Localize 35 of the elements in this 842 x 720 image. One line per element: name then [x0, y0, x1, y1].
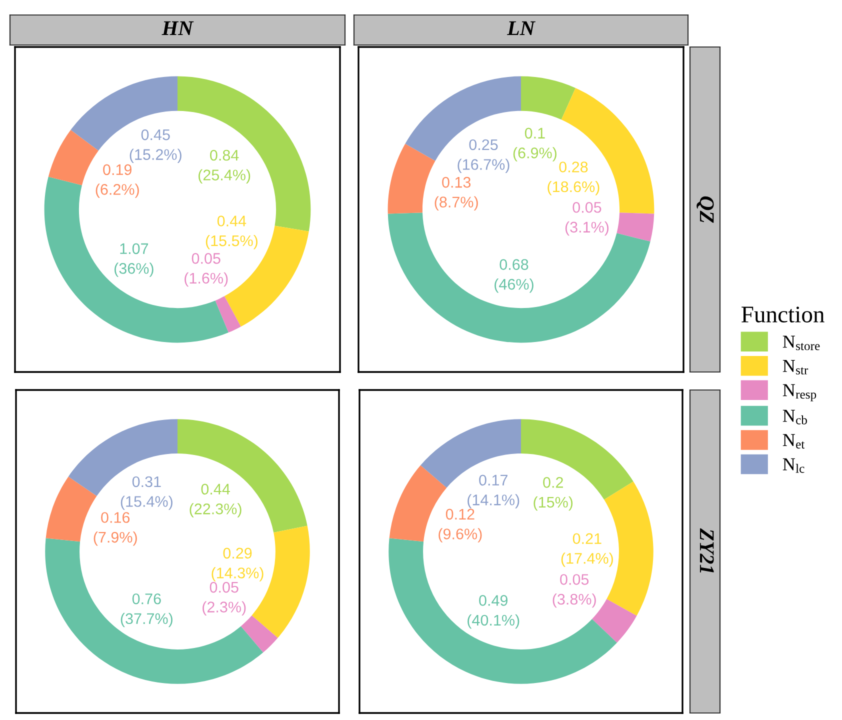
data-label: 0.44 (15.5%)	[206, 216, 258, 250]
data-label: 0.76 (37.7%)	[120, 593, 172, 628]
text: QZ	[696, 196, 714, 223]
data-label: 0.05 (1.6%)	[184, 253, 228, 287]
data-label: 0.05 (2.3%)	[202, 582, 246, 616]
legend-label: N$_{et}$	[782, 434, 805, 449]
data-label: 0.49 (40.1%)	[468, 595, 520, 629]
data-label: 0.05 (3.8%)	[552, 574, 596, 608]
data-label: 0.1 (6.9%)	[513, 128, 556, 162]
data-label: 0.31 (15.4%)	[120, 476, 172, 510]
data-label: 0.25 (16.7%)	[458, 139, 510, 173]
data-label: 0.19 (6.2%)	[96, 164, 139, 198]
legend-title: Function	[742, 306, 824, 322]
data-label: 0.29 (14.3%)	[212, 548, 264, 582]
data-label: 0.21 (17.4%)	[561, 533, 613, 567]
data-label: 0.28 (18.6%)	[548, 162, 600, 196]
data-label: 0.13 (8.7%)	[434, 176, 478, 211]
chart-title: HN	[162, 21, 194, 36]
legend-label: N$_{lc}$	[782, 458, 804, 473]
data-label: 1.07 (36%)	[114, 243, 154, 277]
data-label: 0.16 (7.9%)	[94, 512, 137, 546]
data-label: 0.2 (15%)	[534, 477, 573, 511]
data-label: 0.17 (14.1%)	[468, 474, 520, 508]
legend-label: N$_{resp}$	[782, 384, 816, 402]
data-label: 0.45 (15.2%)	[130, 129, 182, 163]
chart-title: LN	[506, 21, 536, 36]
legend-label: N$_{str}$	[782, 360, 808, 374]
data-label: 0.44 (22.3%)	[190, 484, 242, 518]
data-label: 0.05 (3.1%)	[565, 202, 609, 236]
text: ZY21	[700, 528, 714, 573]
data-label: 0.12 (9.6%)	[438, 508, 482, 542]
legend-label: N$_{store}$	[782, 336, 820, 350]
data-label: 0.68 (46%)	[494, 259, 534, 293]
legend-label: N$_{cb}$	[782, 410, 807, 424]
data-label: 0.84 (25.4%)	[198, 150, 250, 184]
